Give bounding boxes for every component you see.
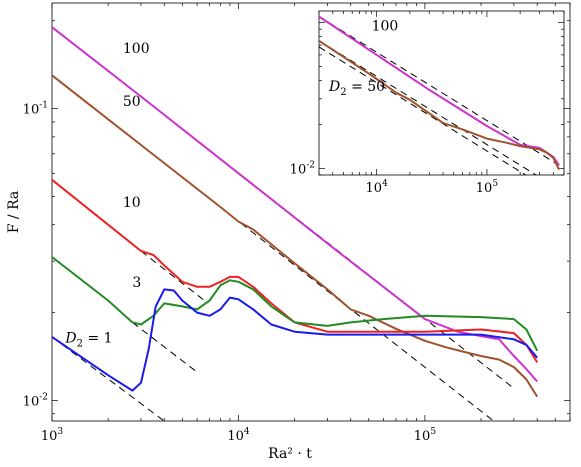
main-series-line-4: [52, 288, 538, 392]
main-reference-line-2: [140, 250, 204, 301]
main-annotation-1: 50: [123, 94, 141, 110]
x-axis-label: Ra² · t: [268, 446, 312, 462]
main-xtick-label-1: 104: [227, 427, 250, 444]
main-xtick-label-2: 105: [414, 427, 437, 444]
main-reference-line-4: [52, 336, 166, 421]
main-series-line-3: [52, 256, 539, 352]
inset-ytick-label-0: 10-2: [290, 160, 315, 177]
main-ytick-label-1: 10-1: [23, 101, 48, 118]
main-annotations: 100 50 10 3 D2 = 1: [64, 41, 149, 349]
main-series: [52, 26, 539, 398]
main-series-line-1: [52, 74, 539, 398]
main-ytick-label-0: 10-2: [23, 392, 48, 409]
inset-series-line-1: [319, 39, 560, 171]
main-xtick-label-0: 103: [41, 427, 64, 444]
inset-series: [319, 15, 560, 171]
main-series-line-0: [52, 26, 538, 383]
main-annotation-4: D2 = 1: [64, 330, 112, 349]
y-axis-label: F / Ra: [6, 191, 22, 234]
inset-annotation-1: D2 = 50: [328, 79, 385, 98]
main-series-line-2: [52, 179, 539, 363]
inset-xtick-label-0: 104: [366, 179, 389, 196]
main-annotation-0: 100: [123, 41, 150, 57]
inset-ticks: 104 105 10-2: [290, 11, 565, 196]
main-annotation-3: 3: [132, 275, 141, 291]
main-annotation-2: 10: [123, 195, 141, 211]
main-reference-line-3: [132, 322, 198, 373]
inset-xtick-label-1: 105: [476, 179, 499, 196]
inset-annotation-0: 100: [372, 19, 399, 35]
inset-annotations: 100 D2 = 50: [328, 19, 398, 98]
